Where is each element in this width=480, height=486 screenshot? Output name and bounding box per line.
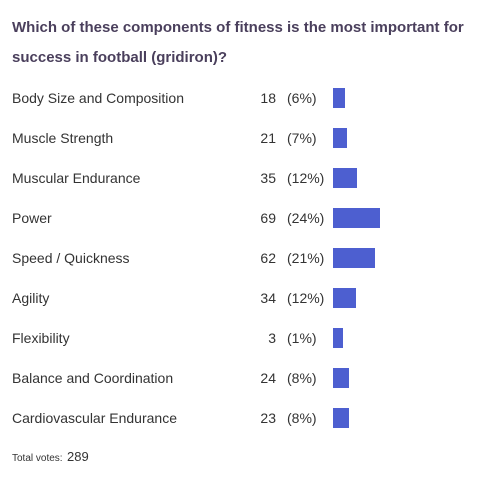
poll-option-row: Flexibility 3 (1%) — [0, 318, 480, 358]
option-percent: (24%) — [287, 210, 325, 226]
poll-question: Which of these components of fitness is … — [12, 19, 464, 66]
option-vote-count: 35 — [260, 170, 276, 186]
option-label: Power — [12, 210, 52, 226]
option-vote-count: 21 — [260, 130, 276, 146]
option-percent: (12%) — [287, 170, 325, 186]
total-votes: Total votes: 289 — [12, 448, 89, 466]
poll-option-row: Cardiovascular Endurance 23 (8%) — [0, 398, 480, 438]
option-bar — [333, 168, 357, 188]
option-percent: (6%) — [287, 90, 317, 106]
option-vote-count: 18 — [260, 90, 276, 106]
option-vote-count: 69 — [260, 210, 276, 226]
option-bar — [333, 408, 349, 428]
total-votes-value: 289 — [67, 449, 89, 464]
option-percent: (8%) — [287, 410, 317, 426]
option-bar — [333, 128, 347, 148]
option-bar — [333, 328, 343, 348]
option-percent: (1%) — [287, 330, 317, 346]
option-vote-count: 62 — [260, 250, 276, 266]
option-label: Flexibility — [12, 330, 70, 346]
option-percent: (7%) — [287, 130, 317, 146]
option-bar — [333, 88, 345, 108]
option-bar — [333, 368, 349, 388]
poll-option-row: Speed / Quickness 62 (21%) — [0, 238, 480, 278]
option-vote-count: 24 — [260, 370, 276, 386]
option-label: Body Size and Composition — [12, 90, 184, 106]
total-votes-label: Total votes: — [12, 453, 63, 464]
option-label: Balance and Coordination — [12, 370, 174, 386]
option-vote-count: 23 — [260, 410, 276, 426]
option-bar — [333, 208, 380, 228]
poll-option-row: Body Size and Composition 18 (6%) — [0, 78, 480, 118]
option-label: Muscular Endurance — [12, 170, 141, 186]
option-vote-count: 34 — [260, 290, 276, 306]
option-percent: (21%) — [287, 250, 325, 266]
poll-option-row: Balance and Coordination 24 (8%) — [0, 358, 480, 398]
option-label: Muscle Strength — [12, 130, 114, 146]
option-percent: (8%) — [287, 370, 317, 386]
option-percent: (12%) — [287, 290, 325, 306]
option-label: Agility — [12, 290, 50, 306]
option-bar — [333, 248, 375, 268]
option-label: Cardiovascular Endurance — [12, 410, 177, 426]
poll-option-row: Agility 34 (12%) — [0, 278, 480, 318]
option-bar — [333, 288, 356, 308]
poll-option-row: Power 69 (24%) — [0, 198, 480, 238]
option-vote-count: 3 — [268, 330, 276, 346]
poll-option-row: Muscle Strength 21 (7%) — [0, 118, 480, 158]
poll-option-row: Muscular Endurance 35 (12%) — [0, 158, 480, 198]
option-label: Speed / Quickness — [12, 250, 130, 266]
